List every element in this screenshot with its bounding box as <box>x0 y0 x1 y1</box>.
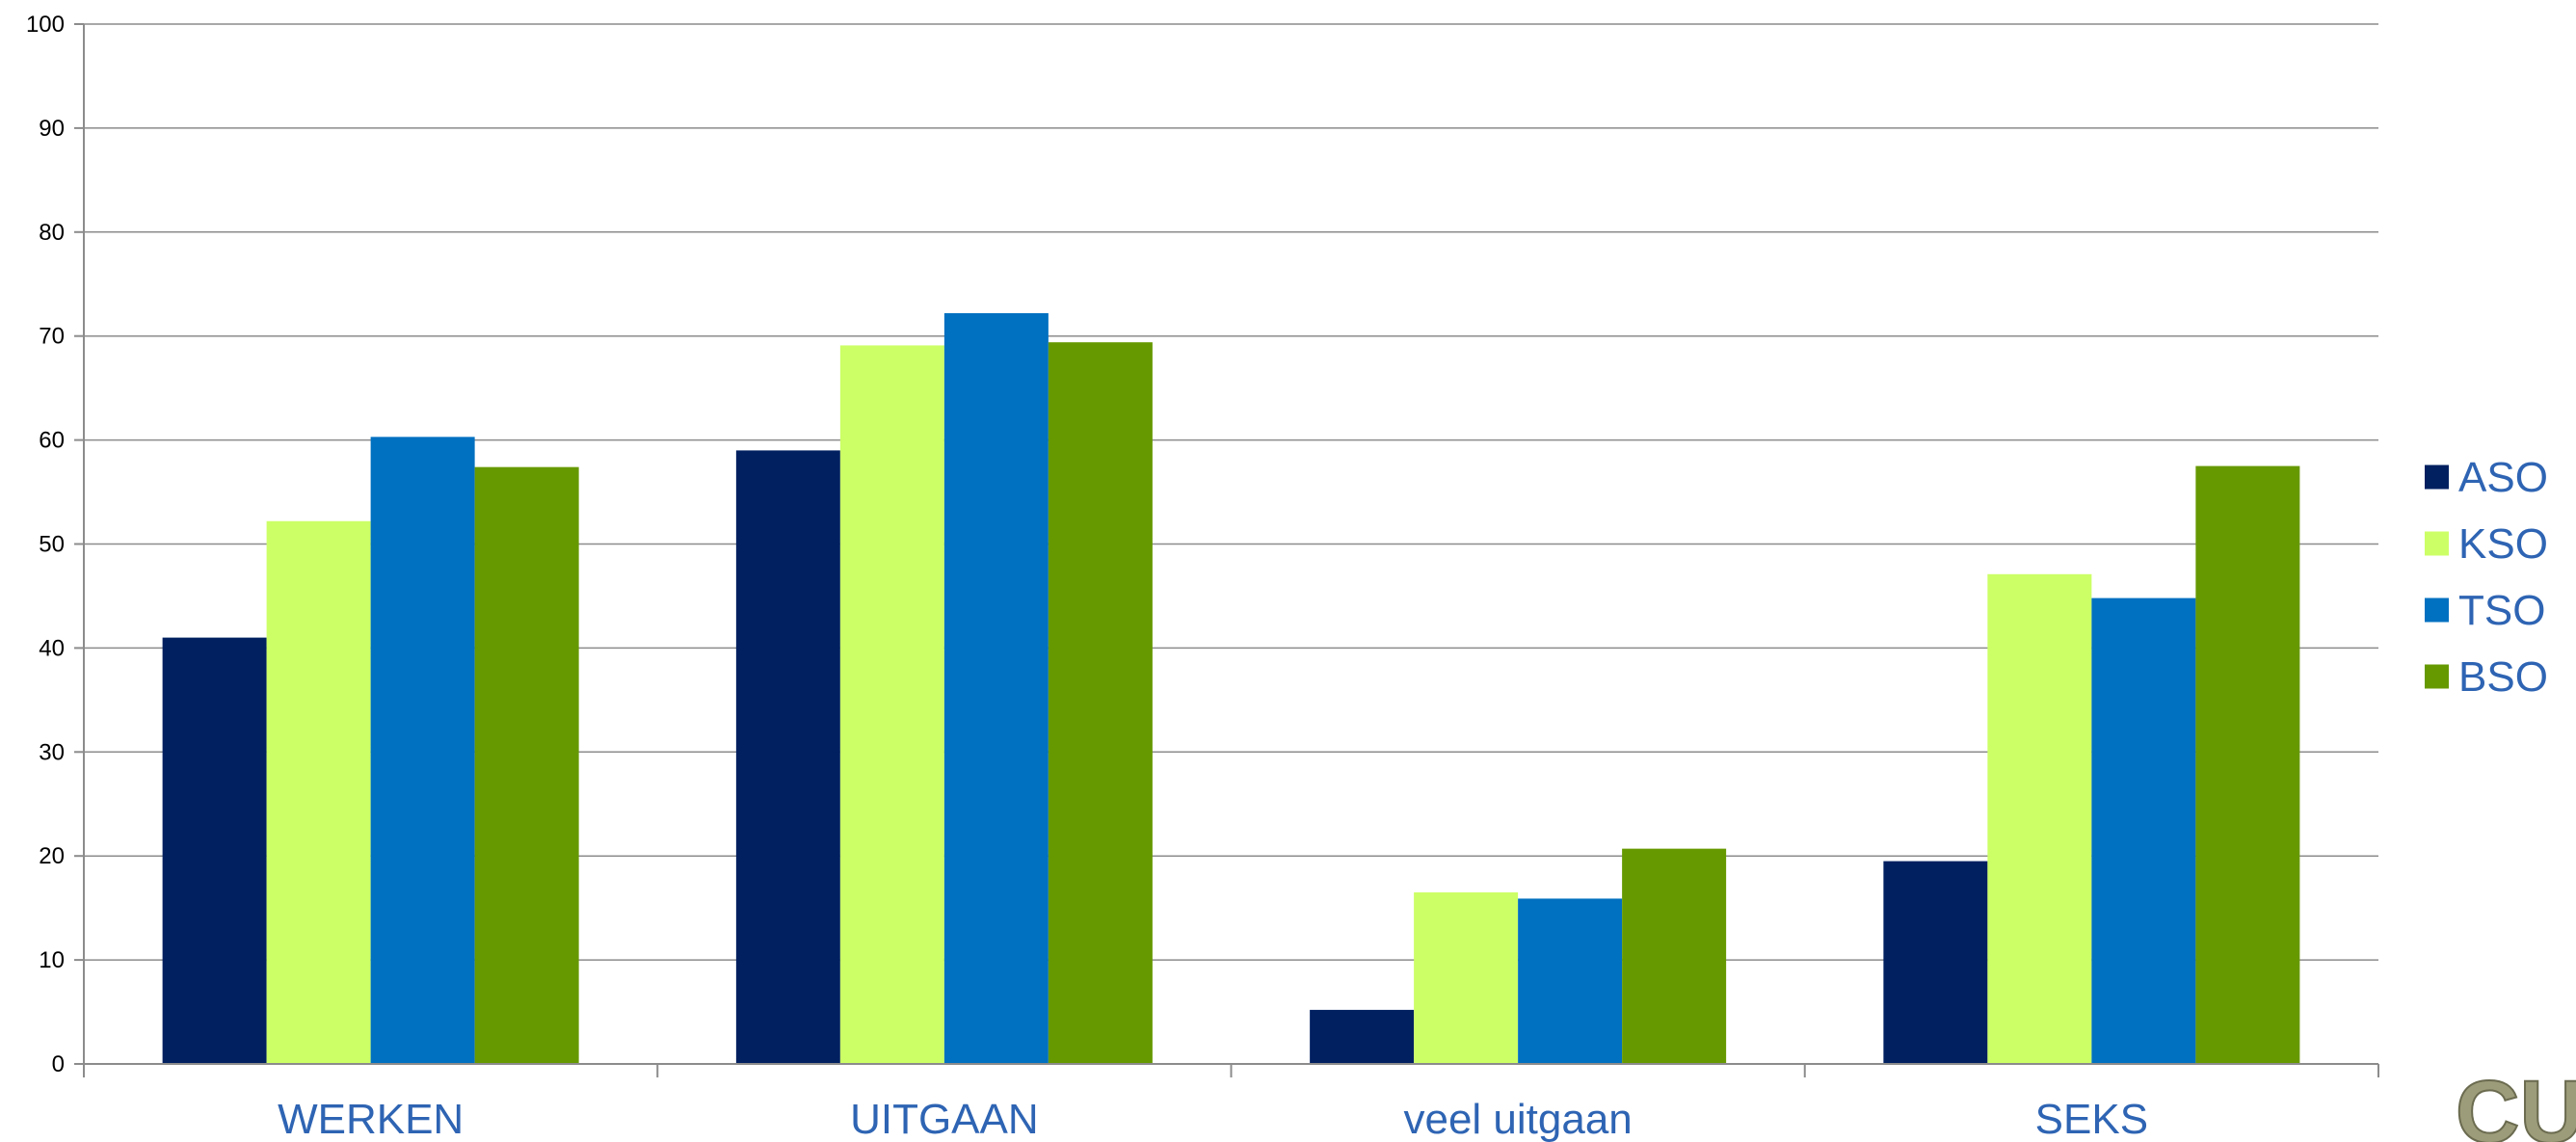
y-tick-label-100: 100 <box>26 12 65 38</box>
y-tick-label-60: 60 <box>39 428 65 454</box>
bar-tso-uitgaan <box>943 312 1049 1064</box>
legend-swatch-kso <box>2425 531 2449 556</box>
cu-logo-icon: CU <box>2455 1062 2576 1142</box>
bar-bso-veel-uitgaan <box>1622 848 1727 1064</box>
legend-swatch-aso <box>2425 465 2449 490</box>
bars <box>162 312 2300 1064</box>
bar-tso-seks <box>2091 598 2196 1064</box>
legend-label-tso: TSO <box>2458 587 2545 634</box>
y-tick-label-30: 30 <box>39 739 65 765</box>
bar-kso-uitgaan <box>839 345 944 1064</box>
x-category-label-werken: WERKEN <box>278 1096 464 1142</box>
bar-bso-uitgaan <box>1048 342 1153 1064</box>
x-category-label-uitgaan: UITGAAN <box>850 1096 1039 1142</box>
y-tick-label-90: 90 <box>39 116 65 142</box>
x-category-label-veel-uitgaan: veel uitgaan <box>1403 1096 1632 1142</box>
logo-text: CU <box>2456 1063 2576 1142</box>
legend-label-bso: BSO <box>2458 653 2548 701</box>
y-tick-label-40: 40 <box>39 635 65 661</box>
legend-swatch-bso <box>2425 664 2449 689</box>
bar-kso-veel-uitgaan <box>1414 891 1519 1064</box>
bar-aso-werken <box>162 637 267 1064</box>
legend-swatch-tso <box>2425 598 2449 623</box>
legend-label-aso: ASO <box>2458 454 2548 501</box>
y-tick-label-0: 0 <box>52 1051 65 1077</box>
bar-tso-veel-uitgaan <box>1518 898 1623 1064</box>
bar-kso-seks <box>1987 573 2092 1064</box>
bar-aso-seks <box>1883 861 1988 1064</box>
y-tick-label-80: 80 <box>39 220 65 246</box>
bar-bso-seks <box>2195 465 2300 1064</box>
bar-aso-veel-uitgaan <box>1310 1009 1415 1064</box>
bar-aso-uitgaan <box>735 450 840 1064</box>
y-tick-label-50: 50 <box>39 532 65 558</box>
y-tick-label-10: 10 <box>39 947 65 973</box>
y-tick-label-20: 20 <box>39 843 65 869</box>
bar-tso-werken <box>370 437 475 1064</box>
axes: 0 10 20 30 40 50 60 70 80 90 100 WERKEN UITGAAN veel … <box>26 12 2379 1142</box>
x-category-label-seks: SEKS <box>2035 1096 2148 1142</box>
bar-kso-werken <box>266 520 371 1064</box>
legend: ASO KSO TSO BSO <box>2425 454 2548 701</box>
legend-label-kso: KSO <box>2458 520 2548 568</box>
y-tick-label-70: 70 <box>39 324 65 350</box>
bar-bso-werken <box>474 466 579 1064</box>
